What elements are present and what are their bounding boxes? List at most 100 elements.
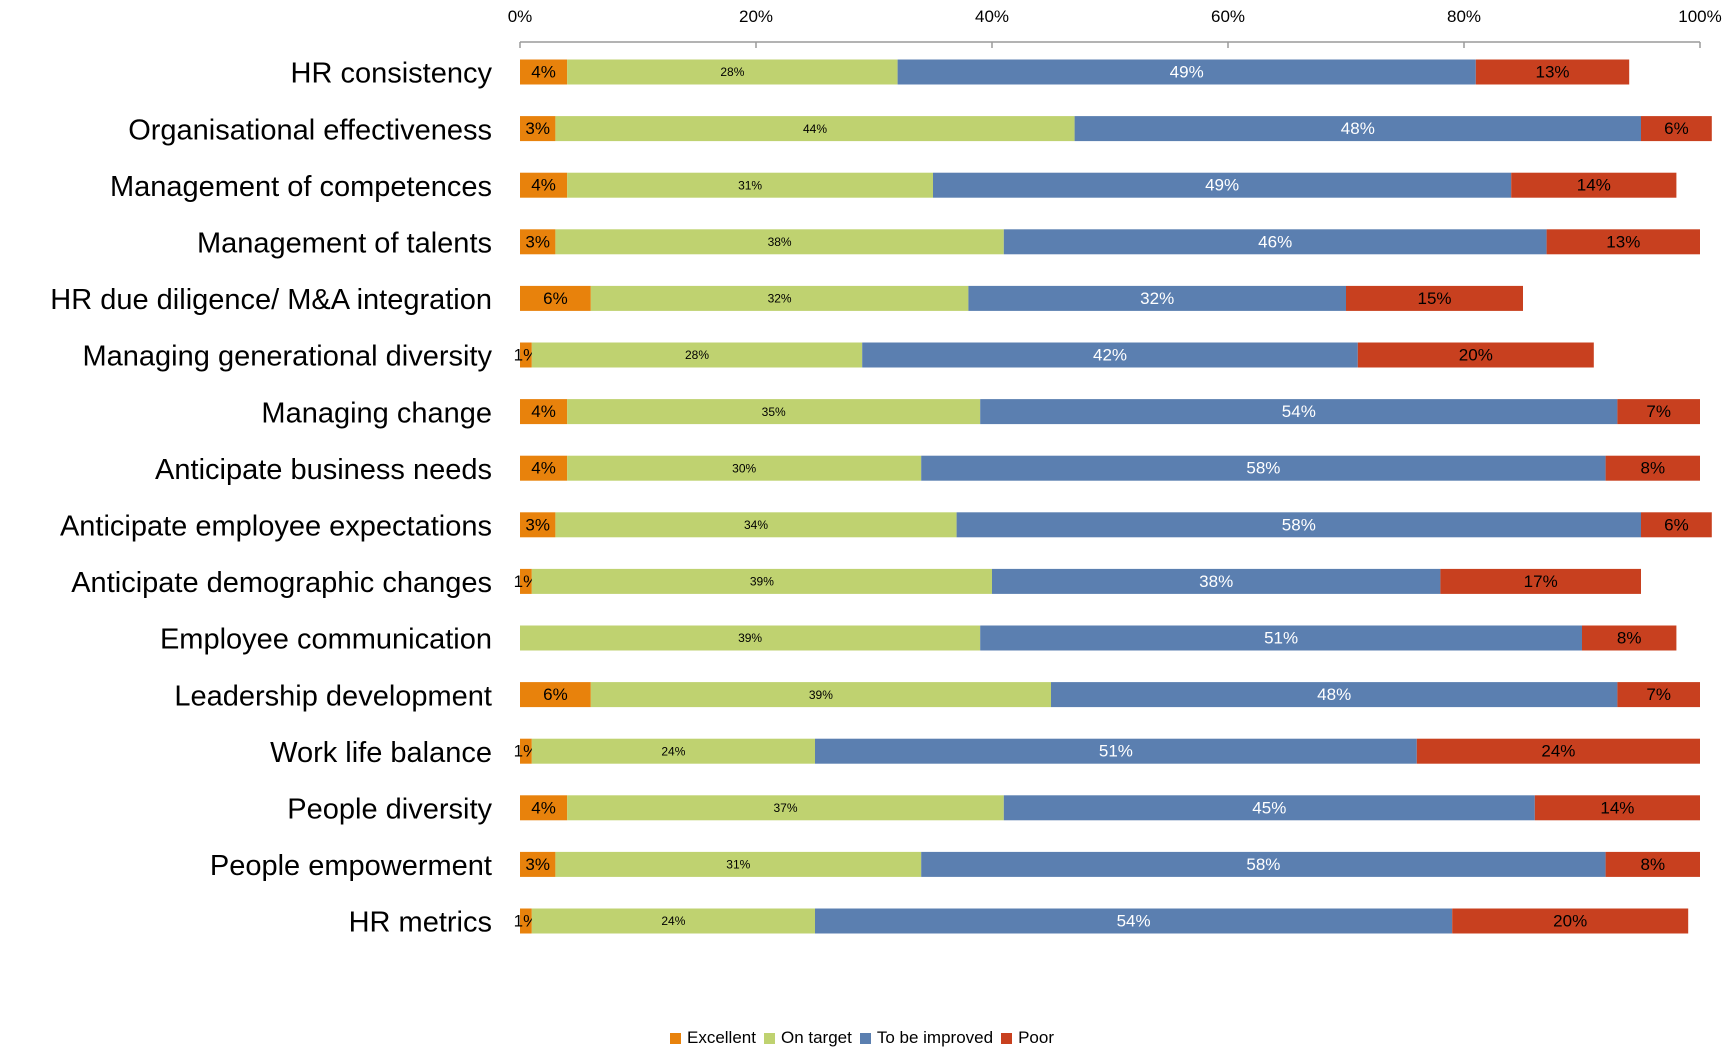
- data-label: 24%: [1541, 742, 1575, 761]
- data-label: 58%: [1246, 855, 1280, 874]
- bar-segment: [1641, 512, 1712, 538]
- bar-segment: [1605, 455, 1700, 481]
- legend-item: Poor: [1001, 1028, 1054, 1048]
- data-label: 20%: [1459, 345, 1493, 364]
- category-label: Work life balance: [270, 737, 492, 769]
- bar-segment: [520, 399, 568, 425]
- category-label: Organisational effectiveness: [128, 114, 492, 146]
- data-label: 3%: [525, 232, 550, 251]
- bar-segment: [1074, 116, 1641, 142]
- data-label: 4%: [531, 459, 556, 478]
- bar-segment: [980, 399, 1618, 425]
- bar-row: 3% 38% 46% 13%: [520, 229, 1700, 255]
- data-label: 6%: [1664, 119, 1689, 138]
- bar-segment: [567, 795, 1004, 821]
- category-label: HR metrics: [349, 907, 492, 939]
- data-label: 3%: [525, 119, 550, 138]
- bar-row: 6% 39% 48% 7%: [520, 682, 1700, 708]
- legend-label: Excellent: [686, 1028, 756, 1047]
- bar-segment: [956, 512, 1641, 538]
- bar-row: 1% 28% 42% 20%: [514, 342, 1594, 368]
- data-label: 4%: [531, 62, 556, 81]
- data-label: 15%: [1417, 289, 1451, 308]
- data-label: 6%: [543, 289, 568, 308]
- bar-segment: [815, 738, 1417, 764]
- bar-segment: [933, 172, 1512, 198]
- bar-segment: [555, 512, 957, 538]
- bar-segment: [520, 116, 556, 142]
- bar-row: 1% 24% 54% 20%: [514, 908, 1689, 934]
- bar-segment: [992, 568, 1441, 594]
- bar-segment: [555, 116, 1075, 142]
- legend-label: To be improved: [876, 1028, 994, 1047]
- data-label: 42%: [1093, 345, 1127, 364]
- category-label: People empowerment: [210, 850, 492, 882]
- data-label: 31%: [738, 178, 762, 192]
- bar-row: 1% 39% 38% 17%: [514, 568, 1641, 594]
- category-label: Managing generational diversity: [83, 341, 493, 373]
- data-label: 38%: [768, 235, 792, 249]
- bar-segment: [1546, 229, 1700, 255]
- bar-segment: [1534, 795, 1700, 821]
- category-label: Management of competences: [110, 171, 492, 203]
- bar-segment: [1475, 59, 1630, 85]
- bar-segment: [520, 342, 532, 368]
- data-label: 37%: [773, 801, 797, 815]
- bar-segment: [921, 455, 1606, 481]
- bar-row: 3% 34% 58% 6%: [520, 512, 1712, 538]
- data-label: 46%: [1258, 232, 1292, 251]
- data-label: 4%: [531, 798, 556, 817]
- data-label: 28%: [720, 65, 744, 79]
- bar-segment: [520, 851, 556, 877]
- bar-row: 3% 44% 48% 6%: [520, 116, 1712, 142]
- data-label: 38%: [1199, 572, 1233, 591]
- data-label: 51%: [1264, 628, 1298, 647]
- bar-segment: [531, 568, 992, 594]
- bar-segment: [815, 908, 1453, 934]
- data-label: 44%: [803, 122, 827, 136]
- data-label: 30%: [732, 461, 756, 475]
- data-label: 51%: [1099, 742, 1133, 761]
- bar-row: 4% 35% 54% 7%: [520, 399, 1700, 425]
- bar-segment: [567, 399, 981, 425]
- data-label: 13%: [1535, 62, 1569, 81]
- bars: 4% 28% 49% 13% 3% 44% 48% 6% 4% 31% 49% 14% 3% 38% 46%…: [514, 59, 1712, 934]
- category-label: HR due diligence/ M&A integration: [50, 284, 492, 316]
- bar-segment: [897, 59, 1476, 85]
- bar-row: 39% 51% 8%: [520, 625, 1677, 651]
- category-label: People diversity: [287, 793, 492, 825]
- data-label: 24%: [661, 914, 685, 928]
- data-label: 48%: [1341, 119, 1375, 138]
- bar-segment: [531, 908, 815, 934]
- bar-segment: [862, 342, 1358, 368]
- data-label: 13%: [1606, 232, 1640, 251]
- bar-segment: [520, 59, 568, 85]
- data-label: 4%: [531, 176, 556, 195]
- bar-segment: [968, 285, 1346, 311]
- data-label: 39%: [809, 688, 833, 702]
- bar-segment: [567, 455, 922, 481]
- data-label: 39%: [738, 631, 762, 645]
- bar-segment: [520, 455, 568, 481]
- bar-segment: [1357, 342, 1594, 368]
- bar-segment: [1617, 399, 1700, 425]
- bar-row: 4% 37% 45% 14%: [520, 795, 1700, 821]
- x-axis: 0% 20% 40% 60% 80% 100%: [508, 7, 1722, 48]
- data-label: 8%: [1641, 459, 1666, 478]
- bar-segment: [520, 908, 532, 934]
- bar-segment: [1416, 738, 1700, 764]
- data-label: 8%: [1617, 628, 1642, 647]
- legend-label: Poor: [1018, 1028, 1054, 1047]
- data-label: 14%: [1577, 176, 1611, 195]
- data-label: 49%: [1170, 62, 1204, 81]
- data-label: 7%: [1646, 402, 1671, 421]
- data-label: 4%: [531, 402, 556, 421]
- bar-segment: [567, 172, 933, 198]
- category-label: HR consistency: [291, 58, 493, 90]
- bar-segment: [1511, 172, 1677, 198]
- bar-segment: [590, 285, 969, 311]
- x-tick-label: 20%: [739, 7, 773, 26]
- bar-row: 4% 31% 49% 14%: [520, 172, 1677, 198]
- x-tick-label: 100%: [1678, 7, 1721, 26]
- legend-swatch: [1001, 1033, 1013, 1044]
